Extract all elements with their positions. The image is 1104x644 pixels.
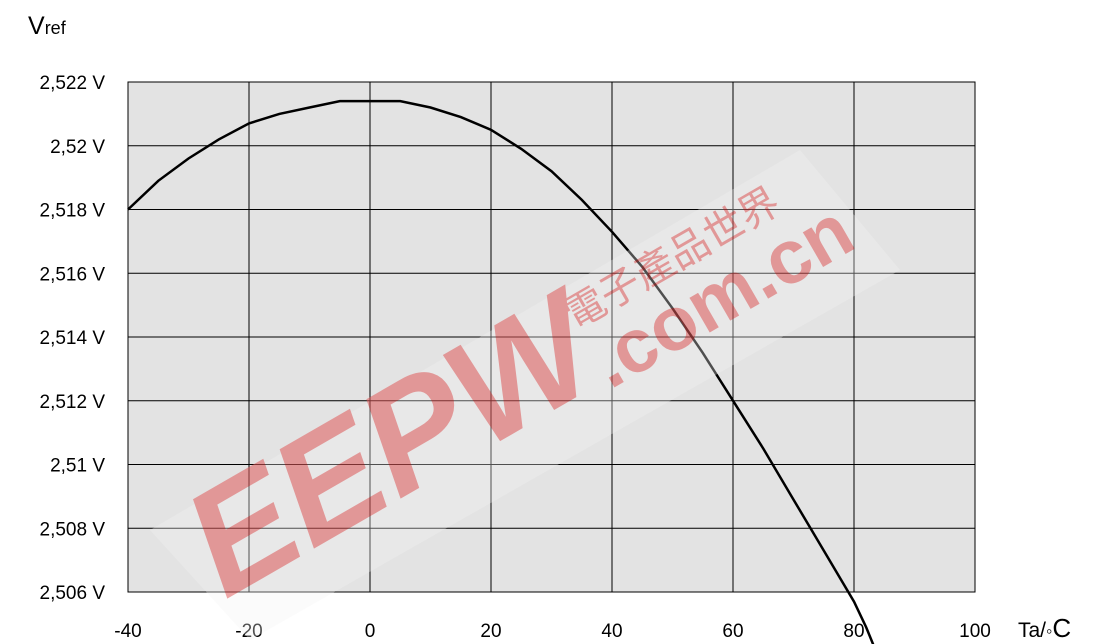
x-tick-label: 0	[365, 621, 376, 642]
x-axis-ticks: -40 -20 0 20 40 60 80 100	[114, 621, 991, 642]
y-tick-label: 2,516 V	[40, 264, 106, 285]
x-tick-label: 100	[959, 621, 991, 642]
y-axis-ticks: 2,506 V 2,508 V 2,51 V 2,512 V 2,514 V 2,516 …	[40, 73, 106, 604]
series-line	[127, 99, 875, 644]
y-tick-label: 2,51 V	[50, 456, 105, 477]
y-axis-title-sub: ref	[45, 18, 67, 38]
y-tick-label: 2,512 V	[40, 392, 106, 413]
y-tick-label: 2,514 V	[40, 328, 106, 349]
grid	[127, 81, 976, 593]
y-tick-label: 2,518 V	[40, 201, 106, 222]
y-axis-title: Vref	[28, 12, 67, 40]
x-tick-label: 80	[843, 621, 864, 642]
x-axis-title-degree: ◦	[1046, 621, 1052, 641]
x-axis-title-main: Ta/	[1018, 619, 1046, 642]
y-tick-label: 2,508 V	[40, 519, 106, 540]
x-axis-title-unit: C	[1052, 613, 1071, 643]
x-tick-label: -20	[235, 621, 262, 642]
x-axis-title: Ta/◦C	[1018, 613, 1071, 643]
x-tick-label: 20	[480, 621, 501, 642]
x-tick-label: 60	[722, 621, 743, 642]
y-tick-label: 2,506 V	[40, 583, 106, 604]
y-tick-label: 2,522 V	[40, 73, 106, 94]
y-axis-title-main: V	[28, 12, 45, 40]
y-tick-label: 2,52 V	[50, 137, 105, 158]
x-tick-label: -40	[114, 621, 141, 642]
x-tick-label: 40	[601, 621, 622, 642]
watermark-band	[150, 150, 900, 640]
